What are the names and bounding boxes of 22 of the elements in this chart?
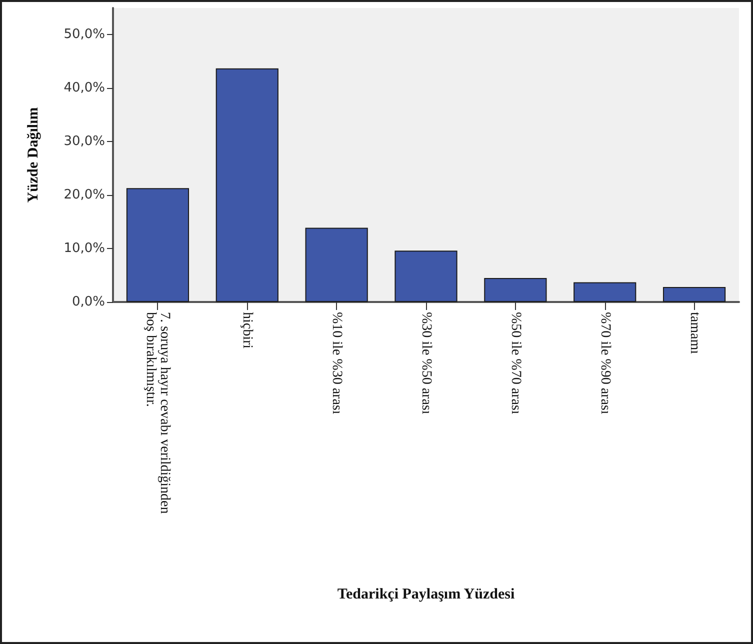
x-tick-label: %70 ile %90 arası bbox=[597, 312, 612, 414]
y-tick-label: 10,0% bbox=[64, 241, 105, 256]
x-tick-label: hiçbiri bbox=[240, 312, 255, 349]
bar bbox=[484, 278, 547, 302]
bar bbox=[662, 287, 726, 302]
bar bbox=[216, 68, 278, 302]
x-tick-label: %50 ile %70 arası bbox=[508, 312, 523, 414]
y-axis-title: Yüzde Dağılım bbox=[26, 106, 42, 203]
y-tick-label: 50,0% bbox=[64, 27, 105, 42]
y-tick-label: 20,0% bbox=[64, 188, 105, 203]
x-tick-label: %30 ile %50 arası bbox=[418, 312, 434, 414]
y-tick-label: 0,0% bbox=[72, 294, 105, 310]
y-tick-label: 40,0% bbox=[64, 80, 105, 96]
x-tick-label: %10 ile %30 arası bbox=[329, 312, 344, 414]
bar bbox=[126, 188, 190, 302]
bar bbox=[305, 228, 368, 302]
bar bbox=[394, 250, 458, 302]
y-tick-label: 30,0% bbox=[64, 134, 105, 150]
x-tick-label: tamamı bbox=[686, 312, 702, 354]
bar bbox=[574, 282, 636, 302]
x-tick-label: 7. soruya hayır cevabı verildiğinden boş bırakılmıştır. bbox=[143, 312, 172, 518]
x-axis-title: Tedarikçi Paylaşım Yüzdesi bbox=[337, 586, 515, 602]
